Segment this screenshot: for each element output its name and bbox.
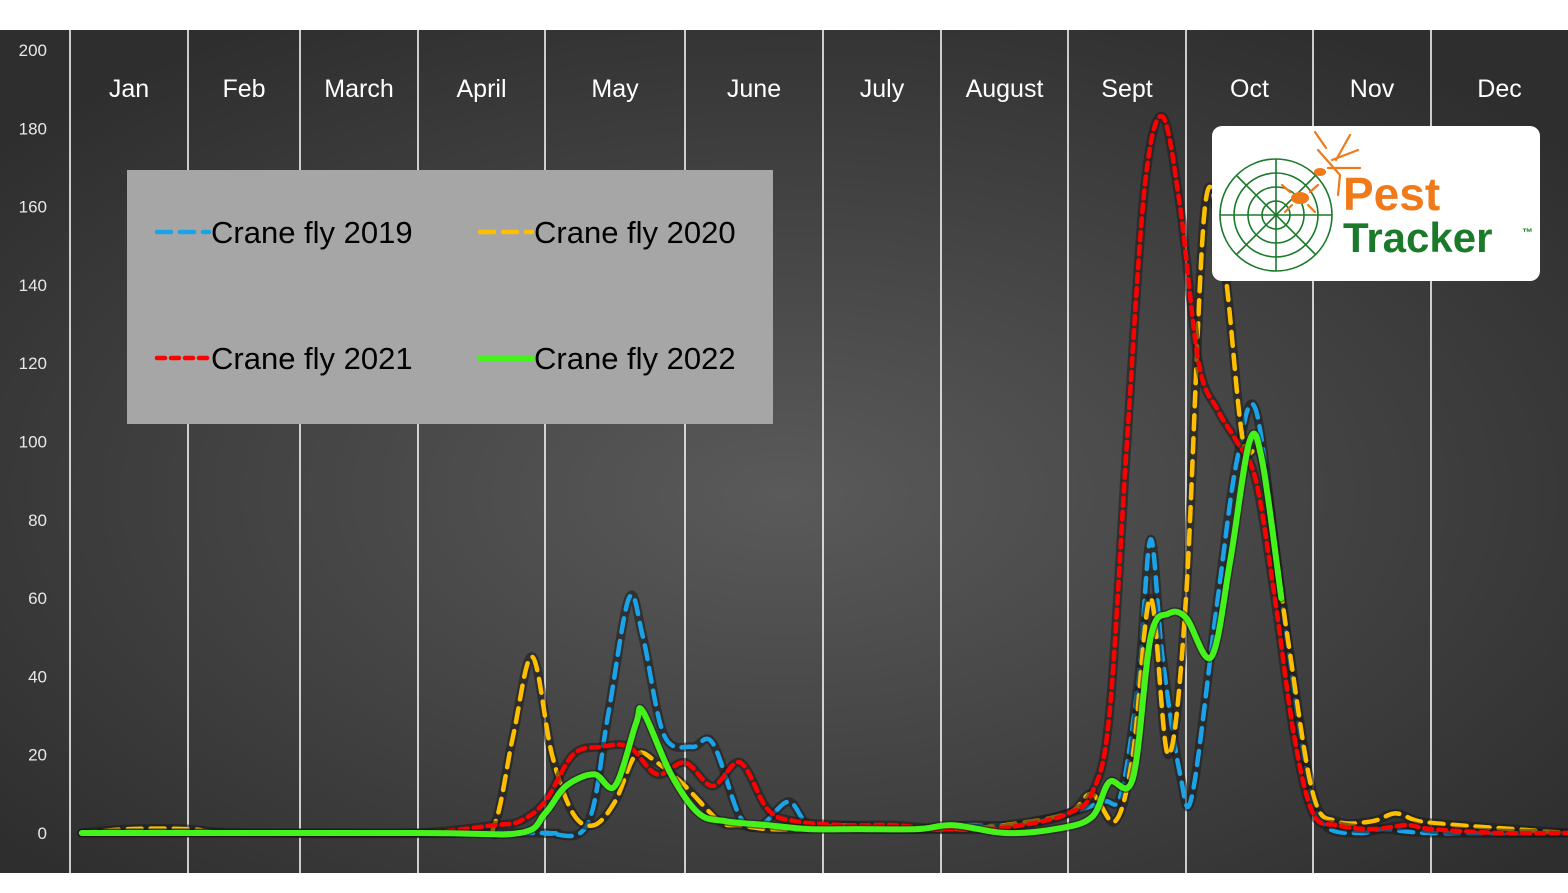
- month-label: Oct: [1230, 75, 1269, 103]
- legend: Crane fly 2019 Crane fly 2020 Crane fly 20…: [127, 170, 773, 424]
- month-label: Dec: [1477, 75, 1521, 103]
- month-label: Feb: [222, 75, 265, 103]
- logo-word-pest: Pest: [1343, 168, 1440, 220]
- y-tick-label: 60: [28, 589, 47, 608]
- pest-tracker-logo: Pest Tracker ™: [1212, 126, 1540, 281]
- month-label: July: [860, 75, 905, 103]
- legend-box: [127, 170, 773, 424]
- logo-trademark: ™: [1522, 227, 1533, 239]
- y-tick-label: 100: [19, 433, 47, 452]
- y-tick-label: 200: [19, 41, 47, 60]
- y-axis: 0 20 40 60 80 100 120 140 160 180 200: [19, 41, 47, 843]
- logo-word-tracker: Tracker: [1343, 214, 1492, 261]
- legend-label: Crane fly 2019: [211, 215, 413, 250]
- y-tick-label: 120: [19, 354, 47, 373]
- y-tick-label: 20: [28, 746, 47, 765]
- month-label: March: [324, 75, 393, 103]
- y-tick-label: 40: [28, 667, 47, 686]
- legend-label: Crane fly 2022: [534, 341, 736, 376]
- y-tick-label: 140: [19, 276, 47, 295]
- y-tick-label: 160: [19, 198, 47, 217]
- radar-icon: [1219, 158, 1333, 272]
- legend-label: Crane fly 2020: [534, 215, 736, 250]
- y-tick-label: 80: [28, 511, 47, 530]
- y-tick-label: 180: [19, 119, 47, 138]
- y-tick-label: 0: [38, 824, 47, 843]
- logo-card: [1212, 126, 1540, 281]
- insect-icon: [1280, 130, 1362, 214]
- series-layer: [77, 111, 1568, 841]
- series-line-crane-fly-2021: [79, 114, 1568, 836]
- legend-label: Crane fly 2021: [211, 341, 413, 376]
- month-label: Jan: [109, 75, 149, 103]
- month-label: Sept: [1101, 75, 1152, 103]
- month-label: April: [456, 75, 506, 103]
- series-line-crane-fly-2022: [78, 430, 1285, 838]
- month-label: August: [966, 75, 1044, 103]
- month-label: May: [591, 75, 639, 103]
- month-label: June: [727, 75, 781, 103]
- month-label: Nov: [1350, 75, 1395, 103]
